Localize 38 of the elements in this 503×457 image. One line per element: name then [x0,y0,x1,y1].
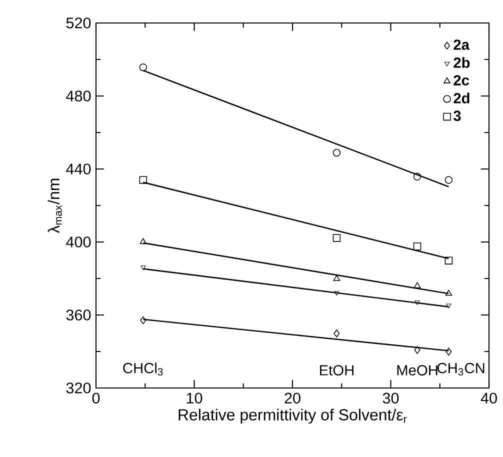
point [139,63,148,72]
y-tick-label: 480 [66,90,91,102]
point [444,176,453,184]
legend-label: 2b [454,57,470,68]
point [334,291,340,296]
y-axis-title: λ$_{max}$/nm [48,178,62,234]
x-tick-label: 10 [186,392,202,404]
x-tick-label: 0 [92,392,100,404]
point [334,330,340,338]
x-tick-label: 30 [382,392,399,404]
x-tick-label: 40 [480,392,497,404]
point [139,176,148,184]
point [414,282,421,288]
legend-label: 3 [453,110,461,122]
point [140,238,147,244]
legend-label: 2a [454,40,470,50]
point [332,234,341,242]
y-tick-label: 440 [66,164,91,174]
x-axis-title: Relative permittivity of Solvent/ε$_{r}$ [178,408,407,424]
annotation: CHCl$_{3}$ [123,362,163,376]
legend-label: 2d [454,92,470,104]
y-tick-label: 400 [66,236,91,248]
x-tick-label: 20 [284,392,300,404]
annotation: CH$_{3}$CN [437,362,484,376]
point [413,242,422,250]
point [444,256,453,264]
y-tick-label: 320 [66,382,91,394]
annotation: EtOH [320,365,354,376]
point [445,290,452,296]
point [413,172,422,181]
annotation: MeOH [397,365,438,376]
point [414,300,420,305]
point [333,275,340,281]
y-tick-label: 360 [66,310,91,320]
point [414,346,420,354]
legend-label: 2c [454,75,470,86]
point [332,148,341,157]
y-tick-label: 520 [66,18,91,28]
